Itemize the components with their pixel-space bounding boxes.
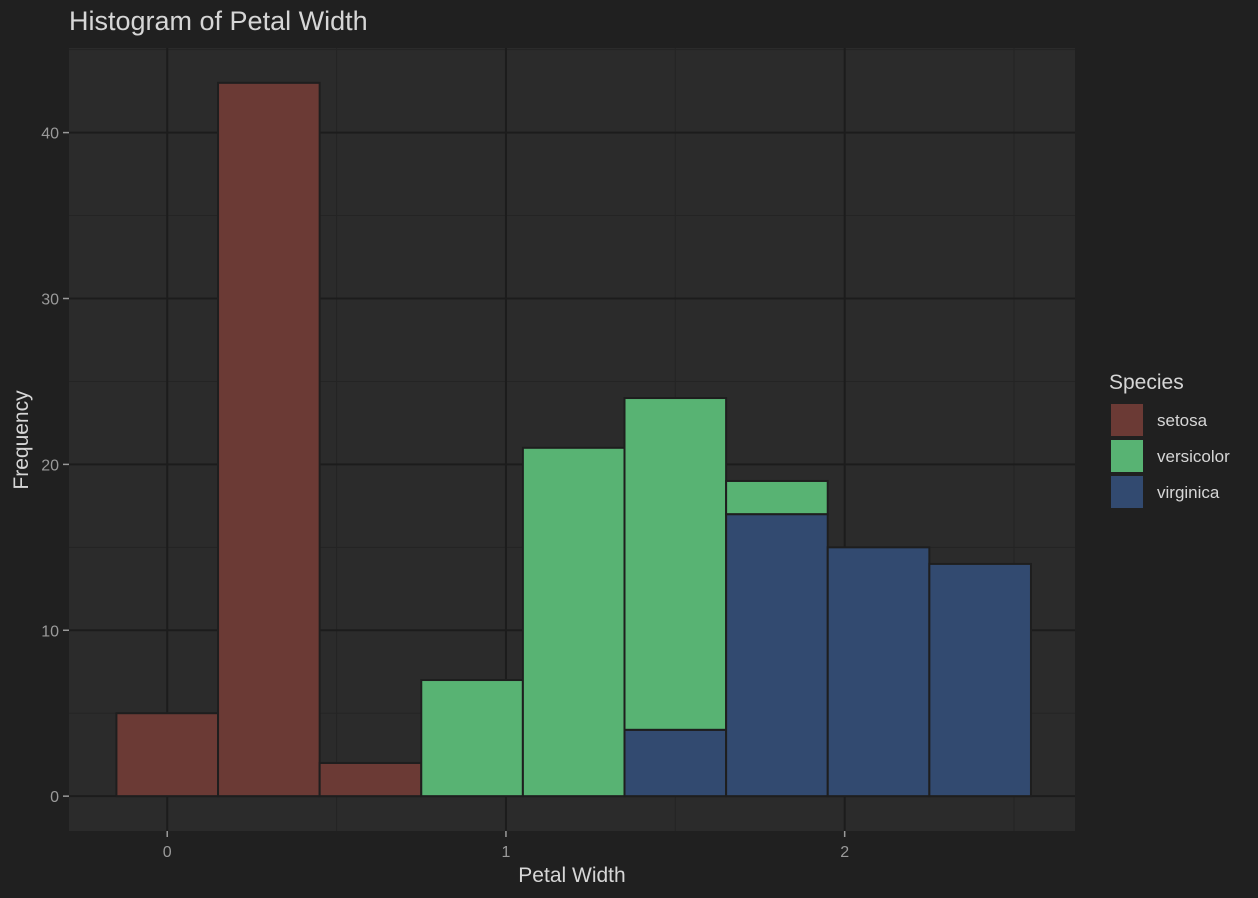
legend-title: Species bbox=[1109, 371, 1184, 394]
y-tick-label: 30 bbox=[41, 291, 59, 308]
y-tick-label: 10 bbox=[41, 623, 59, 640]
bar-versicolor bbox=[521, 446, 626, 798]
bars bbox=[115, 81, 1032, 798]
bar-setosa bbox=[115, 712, 220, 798]
y-tick-label: 40 bbox=[41, 126, 59, 143]
x-axis-ticks: 0 1 2 bbox=[163, 831, 849, 861]
bar-virginica bbox=[928, 562, 1032, 798]
x-tick-label: 1 bbox=[501, 844, 510, 861]
bar-virginica bbox=[623, 728, 728, 798]
x-axis-title: Petal Width bbox=[518, 864, 625, 887]
bar-setosa bbox=[318, 761, 423, 798]
bar-versicolor bbox=[725, 479, 829, 516]
bar-virginica bbox=[826, 546, 931, 798]
bar-versicolor bbox=[623, 397, 728, 731]
legend-items: setosa versicolor virginica bbox=[1111, 404, 1230, 508]
y-axis-ticks: 0 10 20 30 40 bbox=[41, 126, 69, 806]
x-tick-label: 2 bbox=[840, 844, 849, 861]
legend-label-versicolor: versicolor bbox=[1157, 447, 1230, 466]
bar-versicolor bbox=[420, 679, 524, 798]
chart-title: Histogram of Petal Width bbox=[69, 6, 368, 36]
y-axis-title: Frequency bbox=[10, 390, 33, 490]
legend-label-setosa: setosa bbox=[1157, 411, 1208, 430]
legend-key-virginica bbox=[1111, 476, 1143, 508]
x-tick-label: 0 bbox=[163, 844, 172, 861]
legend-key-setosa bbox=[1111, 404, 1143, 436]
legend-label-virginica: virginica bbox=[1157, 483, 1220, 502]
legend: Species setosa versicolor virginica bbox=[1109, 371, 1230, 508]
legend-key-versicolor bbox=[1111, 440, 1143, 472]
y-tick-label: 0 bbox=[50, 789, 59, 806]
bar-virginica bbox=[725, 513, 829, 798]
y-tick-label: 20 bbox=[41, 457, 59, 474]
bar-setosa bbox=[217, 81, 321, 798]
